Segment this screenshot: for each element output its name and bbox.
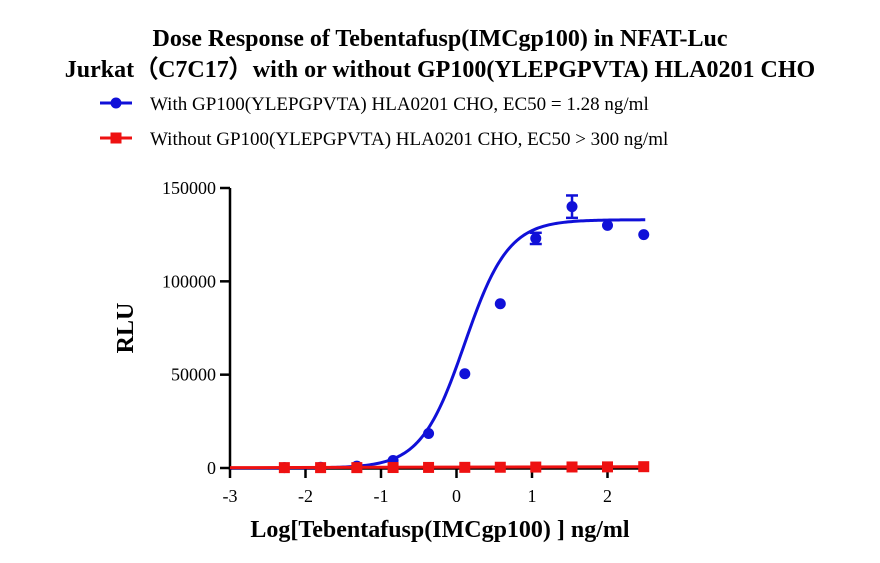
y-tick-label: 0 — [207, 458, 216, 478]
fit-line — [229, 465, 644, 470]
x-tick-label: 1 — [528, 486, 537, 506]
legend-item-with-gp100: With GP100(YLEPGPVTA) HLA0201 CHO, EC50 … — [100, 94, 649, 115]
data-point — [494, 461, 506, 473]
y-tick-label: 150000 — [162, 178, 216, 198]
y-tick-label: 50000 — [171, 365, 216, 385]
y-tick-label: 100000 — [162, 271, 216, 291]
x-axis-ticks: -3 -2 -1 0 1 2 — [223, 468, 612, 506]
data-point — [387, 462, 399, 474]
fit-curve — [230, 218, 646, 470]
axes: 0 50000 100000 150000 -3 -2 -1 0 1 2 — [162, 178, 648, 506]
chart-title-line-2: Jurkat（C7C17）with or without GP100(YLEPG… — [65, 56, 815, 83]
data-point — [566, 461, 578, 473]
data-point — [566, 201, 578, 213]
series-without-gp100 — [229, 461, 650, 474]
x-tick-label: -1 — [374, 486, 389, 506]
data-point — [278, 462, 290, 474]
data-point — [423, 461, 435, 473]
legend-item-without-gp100: Without GP100(YLEPGPVTA) HLA0201 CHO, EC… — [100, 129, 668, 150]
data-point — [638, 229, 650, 241]
data-point — [602, 219, 613, 231]
series-with-gp100 — [230, 194, 650, 474]
data-point — [638, 461, 650, 473]
x-tick-label: -3 — [223, 486, 238, 506]
data-point — [459, 368, 471, 380]
data-point — [315, 462, 327, 474]
y-axis-ticks: 0 50000 100000 150000 — [162, 178, 230, 478]
data-point — [602, 461, 613, 473]
legend-label-with-gp100: With GP100(YLEPGPVTA) HLA0201 CHO, EC50 … — [150, 94, 649, 115]
y-axis-label: RLU — [113, 303, 139, 354]
legend-marker-circle-icon — [110, 97, 122, 109]
data-point — [530, 461, 542, 473]
x-tick-label: 2 — [603, 486, 612, 506]
data-point — [351, 462, 363, 474]
data-point — [494, 298, 506, 310]
plot-area — [229, 194, 650, 474]
legend: With GP100(YLEPGPVTA) HLA0201 CHO, EC50 … — [100, 94, 668, 150]
data-point — [423, 427, 435, 439]
data-point — [459, 461, 471, 473]
x-axis-label: Log[Tebentafusp(IMCgp100) ] ng/ml — [250, 517, 629, 543]
x-tick-label: -2 — [298, 486, 313, 506]
chart-title-line-1: Dose Response of Tebentafusp(IMCgp100) i… — [153, 26, 728, 52]
x-tick-label: 0 — [452, 486, 461, 506]
legend-marker-square-icon — [110, 132, 122, 144]
data-point — [530, 232, 542, 244]
legend-label-without-gp100: Without GP100(YLEPGPVTA) HLA0201 CHO, EC… — [150, 129, 668, 150]
